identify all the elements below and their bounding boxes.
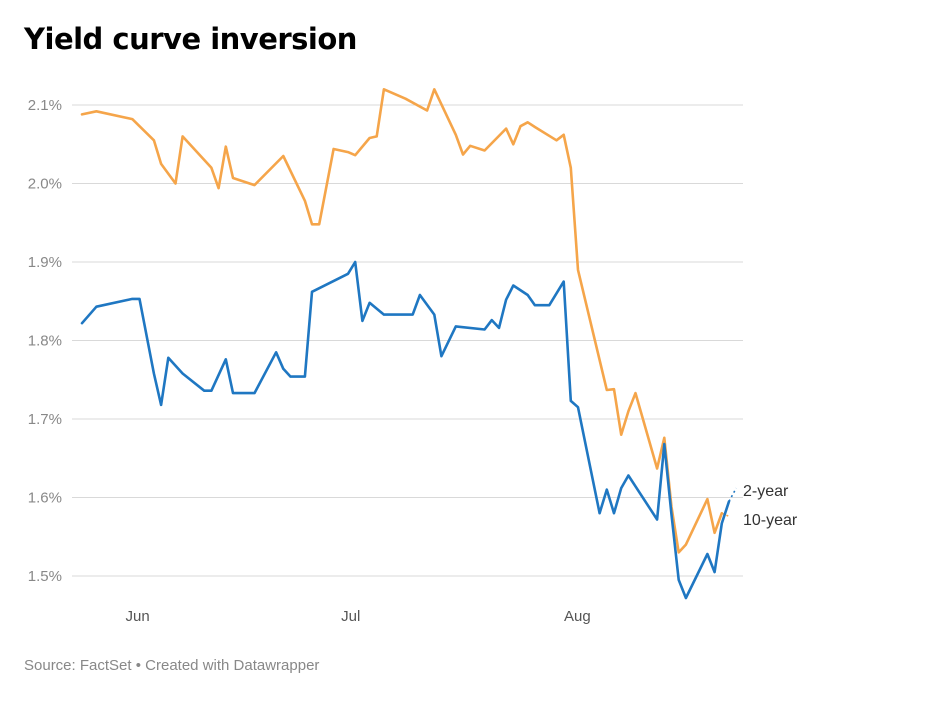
y-tick-label: 1.5% bbox=[28, 568, 62, 585]
series-projection-10-year bbox=[721, 512, 730, 518]
x-tick-label: Jun bbox=[126, 608, 150, 625]
source-separator: • bbox=[131, 657, 146, 674]
source-note: Source: FactSet • Created with Datawrapp… bbox=[24, 657, 319, 674]
line-chart: 1.5% 1.6% 1.7% 1.8% 1.9% 2.0% 2.1% Jun Jul Aug 1… bbox=[28, 88, 798, 625]
y-tick-label: 1.9% bbox=[28, 254, 62, 271]
series-projection-2-year bbox=[728, 487, 737, 502]
y-tick-label: 2.0% bbox=[28, 176, 62, 193]
chart-title: Yield curve inversion bbox=[24, 22, 357, 56]
series-end-labels: 10-year 2-year bbox=[743, 483, 798, 529]
y-tick-label: 2.1% bbox=[28, 97, 62, 114]
datawrapper-credit[interactable]: Created with Datawrapper bbox=[145, 657, 320, 674]
series-line-10-year bbox=[80, 88, 724, 554]
series-label-10-year: 10-year bbox=[743, 512, 798, 529]
y-tick-label: 1.6% bbox=[28, 490, 62, 507]
y-tick-label: 1.7% bbox=[28, 411, 62, 428]
series-lines bbox=[80, 88, 737, 600]
y-tick-label: 1.8% bbox=[28, 333, 62, 350]
x-axis-tick-labels: Jun Jul Aug bbox=[126, 608, 591, 625]
series-label-2-year: 2-year bbox=[743, 483, 789, 500]
source-text: Source: FactSet bbox=[24, 657, 132, 674]
x-tick-label: Aug bbox=[564, 608, 591, 625]
series-line-2-year bbox=[80, 260, 731, 600]
y-axis-tick-labels: 1.5% 1.6% 1.7% 1.8% 1.9% 2.0% 2.1% bbox=[28, 97, 62, 585]
x-tick-label: Jul bbox=[341, 608, 360, 625]
gridlines bbox=[72, 104, 743, 577]
